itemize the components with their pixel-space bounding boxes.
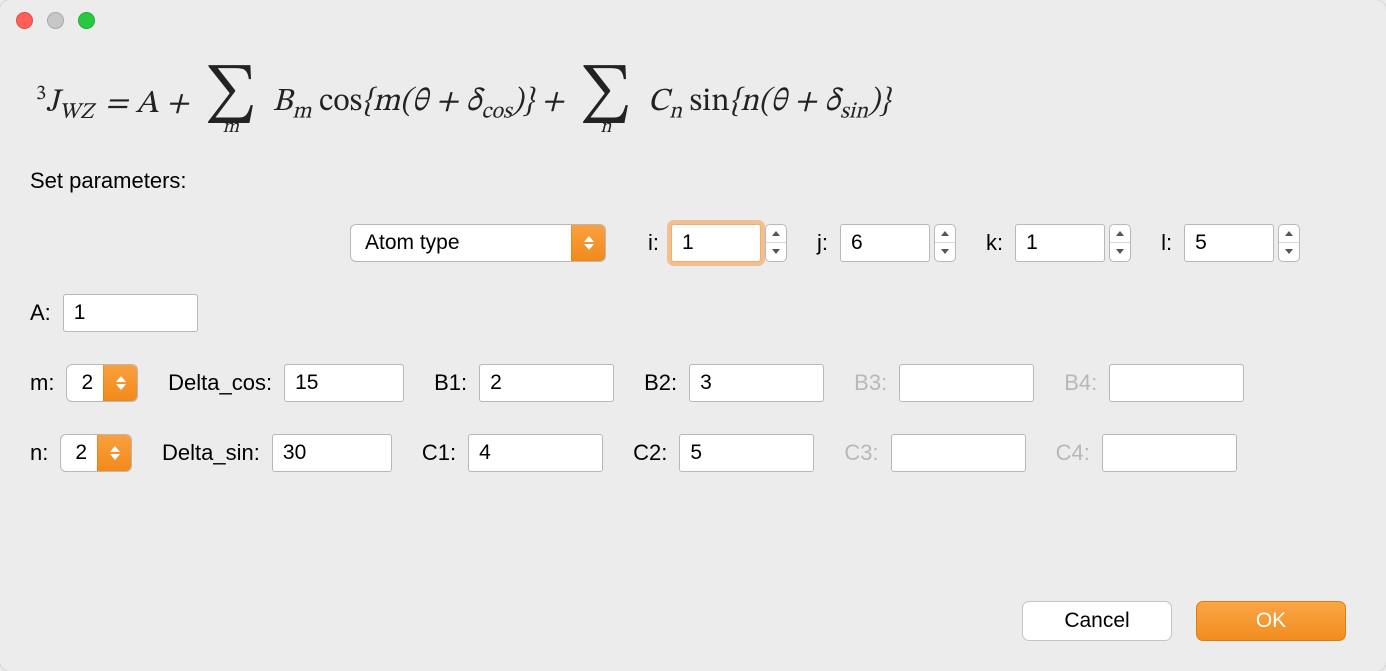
close-icon[interactable]: [16, 12, 33, 29]
delta-sin-field[interactable]: [272, 434, 392, 472]
chevron-updown-icon: [97, 435, 131, 471]
chevron-up-icon[interactable]: [935, 225, 955, 243]
chevron-down-icon[interactable]: [1279, 242, 1299, 261]
delta-cos-field[interactable]: [284, 364, 404, 402]
b1-label: B1:: [434, 370, 467, 396]
c2-field[interactable]: [679, 434, 814, 472]
j-field[interactable]: [840, 224, 930, 262]
k-label: k:: [986, 230, 1003, 256]
chevron-up-icon[interactable]: [1279, 225, 1299, 243]
atom-type-selected: Atom type: [351, 225, 571, 261]
n-label: n:: [30, 440, 48, 466]
b2-label: B2:: [644, 370, 677, 396]
cancel-button[interactable]: Cancel: [1022, 601, 1172, 641]
atom-type-row: Atom type i: j: k: [30, 224, 1356, 262]
k-spin[interactable]: [1109, 224, 1131, 262]
b4-field: [1109, 364, 1244, 402]
n-select[interactable]: 2: [60, 434, 132, 472]
m-row: m: 2 Delta_cos: B1: B2: B3: B4:: [30, 364, 1356, 402]
c4-field: [1102, 434, 1237, 472]
l-spin[interactable]: [1278, 224, 1300, 262]
c3-label: C3:: [844, 440, 878, 466]
c3-field: [891, 434, 1026, 472]
c4-label: C4:: [1056, 440, 1090, 466]
m-label: m:: [30, 370, 54, 396]
chevron-down-icon[interactable]: [935, 242, 955, 261]
n-value: 2: [61, 435, 97, 471]
a-label: A:: [30, 300, 51, 326]
a-field[interactable]: [63, 294, 198, 332]
b4-label: B4:: [1064, 370, 1097, 396]
i-stepper[interactable]: [671, 224, 787, 262]
chevron-up-icon[interactable]: [1110, 225, 1130, 243]
c1-field[interactable]: [468, 434, 603, 472]
atom-type-select[interactable]: Atom type: [350, 224, 606, 262]
ok-button[interactable]: OK: [1196, 601, 1346, 641]
k-field[interactable]: [1015, 224, 1105, 262]
i-label: i:: [648, 230, 659, 256]
formula-display: 3JWZ = A + ∑m Bm cos{m(θ + δcos)} + ∑n C…: [30, 70, 1356, 138]
maximize-icon[interactable]: [78, 12, 95, 29]
j-label: j:: [817, 230, 828, 256]
a-row: A:: [30, 294, 1356, 332]
set-parameters-label: Set parameters:: [30, 168, 1356, 194]
l-label: l:: [1161, 230, 1172, 256]
titlebar: [0, 0, 1386, 40]
m-select[interactable]: 2: [66, 364, 138, 402]
chevron-updown-icon: [571, 225, 605, 261]
m-value: 2: [67, 365, 103, 401]
j-stepper[interactable]: [840, 224, 956, 262]
b3-field: [899, 364, 1034, 402]
chevron-down-icon[interactable]: [766, 242, 786, 261]
chevron-down-icon[interactable]: [1110, 242, 1130, 261]
content-area: 3JWZ = A + ∑m Bm cos{m(θ + δcos)} + ∑n C…: [0, 40, 1386, 671]
i-spin[interactable]: [765, 224, 787, 262]
c1-label: C1:: [422, 440, 456, 466]
b2-field[interactable]: [689, 364, 824, 402]
minimize-icon: [47, 12, 64, 29]
l-stepper[interactable]: [1184, 224, 1300, 262]
j-spin[interactable]: [934, 224, 956, 262]
chevron-up-icon[interactable]: [766, 225, 786, 243]
k-stepper[interactable]: [1015, 224, 1131, 262]
n-row: n: 2 Delta_sin: C1: C2: C3: C4:: [30, 434, 1356, 472]
chevron-updown-icon: [103, 365, 137, 401]
delta-sin-label: Delta_sin:: [162, 440, 260, 466]
b3-label: B3:: [854, 370, 887, 396]
c2-label: C2:: [633, 440, 667, 466]
i-field[interactable]: [671, 224, 761, 262]
l-field[interactable]: [1184, 224, 1274, 262]
button-bar: Cancel OK: [30, 601, 1356, 651]
dialog-window: 3JWZ = A + ∑m Bm cos{m(θ + δcos)} + ∑n C…: [0, 0, 1386, 671]
b1-field[interactable]: [479, 364, 614, 402]
delta-cos-label: Delta_cos:: [168, 370, 272, 396]
